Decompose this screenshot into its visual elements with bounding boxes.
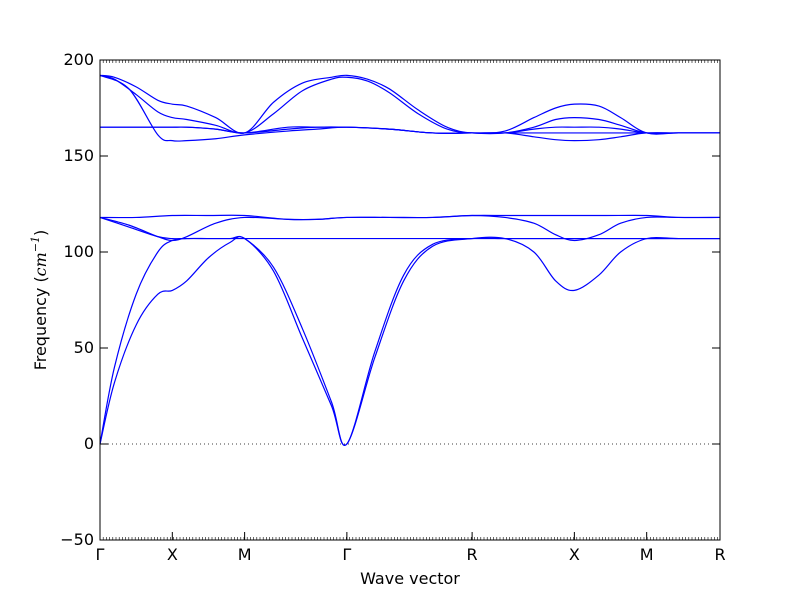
x-tick-label: M [640,545,654,564]
phonon-band-3 [99,216,720,240]
x-tick-label: X [569,545,580,564]
plot-area [99,74,721,446]
y-tick-label: 200 [63,50,94,69]
phonon-band-1 [99,236,720,446]
y-tick-label: 100 [63,242,94,261]
phonon-band-8 [99,74,720,142]
y-axis-label-prefix: Frequency ( [31,276,50,370]
y-axis-label-unit-exponent: −1 [29,236,42,252]
y-tick-label: 50 [74,338,94,357]
y-axis-label-suffix: ) [31,230,50,236]
phonon-band-10 [99,74,720,135]
x-tick-label: Γ [342,545,351,564]
x-tick-label: M [238,545,252,564]
x-tick-label: X [167,545,178,564]
x-tick-label: R [467,545,478,564]
x-tick-label: R [714,545,725,564]
x-axis-label: Wave vector [360,569,460,588]
y-axis-label: Frequency (cm−1) [29,230,50,371]
y-tick-label: 0 [84,434,94,453]
x-tick-label: Γ [96,545,105,564]
y-axis-label-unit: cm [31,252,50,276]
phonon-band-9 [99,74,720,135]
phonon-band-5 [99,214,721,221]
y-axis-ticks: −50 0 50 100 150 200 [60,50,720,549]
y-tick-label: 150 [63,146,94,165]
plot-frame [99,59,721,541]
y-tick-label: −50 [60,530,94,549]
